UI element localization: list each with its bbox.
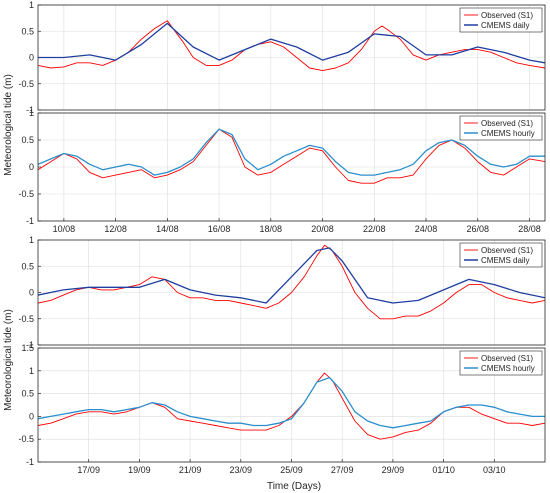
- x-tick-label: 27/09: [331, 465, 354, 475]
- legend: Observed (S1)CMEMS hourly: [459, 350, 543, 376]
- panel-4: -1 -0.5 0 0.5 1 1.5 17/09 19/09 21/09 23/09 25/09 2…: [18, 343, 546, 475]
- y-tick-label: 1: [29, 366, 34, 376]
- y-tick-label: 0.5: [21, 26, 34, 36]
- x-tick-label: 03/10: [483, 465, 506, 475]
- series-line-cmems: [38, 247, 545, 304]
- x-tick-label: 16/08: [208, 224, 231, 234]
- x-tick-label: 01/10: [432, 465, 455, 475]
- x-tick-label: 12/08: [104, 224, 127, 234]
- y-tick-label: -1: [26, 105, 34, 115]
- legend-label: CMEMS daily: [481, 256, 529, 265]
- y-tick-label: -1: [26, 216, 34, 226]
- axes-frame: [37, 112, 546, 222]
- x-tick-label: 29/09: [382, 465, 405, 475]
- x-tick-label: 28/08: [518, 224, 541, 234]
- x-axis-title: Time (Days): [267, 481, 321, 492]
- legend: Observed (S1)CMEMS daily: [459, 242, 543, 268]
- y-tick-label: 0: [29, 288, 34, 298]
- series-line-observed: [38, 128, 545, 184]
- legend: Observed (S1)CMEMS daily: [459, 7, 543, 33]
- y-tick-label: 1: [29, 108, 34, 118]
- y-tick-label: 1.5: [21, 343, 34, 353]
- y-tick-label: 0: [29, 53, 34, 63]
- y-tick-label: 1: [29, 235, 34, 245]
- legend-box: [459, 115, 543, 141]
- panel-1: -1 -0.5 0 0.5 1 Observed (S1)CMEMS daily: [18, 0, 546, 115]
- legend-label: Observed (S1): [481, 119, 533, 128]
- axes-frame: [37, 239, 546, 346]
- y-tick-label: -1: [26, 340, 34, 350]
- y-tick-label: 0.5: [21, 135, 34, 145]
- x-tick-label: 20/08: [311, 224, 334, 234]
- x-tick-label: 22/08: [363, 224, 386, 234]
- x-tick-label: 21/09: [179, 465, 202, 475]
- y-axis-title-top: Meteorological tide (m): [3, 74, 14, 176]
- legend-box: [459, 242, 543, 268]
- legend-label: CMEMS hourly: [481, 129, 535, 138]
- y-axis-title-bottom: Meteorological tide (m): [3, 309, 14, 411]
- y-tick-label: -0.5: [18, 314, 34, 324]
- x-tick-label: 17/09: [77, 465, 100, 475]
- x-tick-label: 18/08: [260, 224, 283, 234]
- legend-label: Observed (S1): [481, 11, 533, 20]
- x-tick-label: 19/09: [128, 465, 151, 475]
- legend-box: [459, 350, 543, 376]
- series-line-cmems: [38, 22, 545, 64]
- y-tick-label: -0.5: [18, 434, 34, 444]
- legend-label: CMEMS daily: [481, 21, 529, 30]
- panel-2: -1 -0.5 0 0.5 1 10/08 12/08 14/08 16/08 18/08 20/0…: [18, 108, 546, 234]
- x-tick-label: 24/08: [415, 224, 438, 234]
- x-tick-label: 25/09: [280, 465, 303, 475]
- y-tick-label: 1: [29, 0, 34, 10]
- x-tick-label: 14/08: [156, 224, 179, 234]
- legend-label: Observed (S1): [481, 354, 533, 363]
- x-tick-label: 10/08: [53, 224, 76, 234]
- panel-3: -1 -0.5 0 0.5 1 Observed (S1)CMEMS daily: [18, 235, 546, 350]
- series-line-cmems: [38, 128, 545, 176]
- x-tick-label: 26/08: [466, 224, 489, 234]
- legend: Observed (S1)CMEMS hourly: [459, 115, 543, 141]
- y-tick-label: -0.5: [18, 189, 34, 199]
- legend-box: [459, 7, 543, 33]
- y-tick-label: 0.5: [21, 261, 34, 271]
- legend-label: Observed (S1): [481, 246, 533, 255]
- axes-frame: [37, 347, 546, 463]
- y-tick-label: -1: [26, 457, 34, 467]
- y-tick-label: -0.5: [18, 79, 34, 89]
- x-tick-label: 23/09: [230, 465, 253, 475]
- legend-label: CMEMS hourly: [481, 364, 535, 373]
- y-tick-label: 0: [29, 411, 34, 421]
- axes-frame: [37, 4, 546, 111]
- series-line-cmems: [38, 376, 545, 429]
- y-tick-label: 0: [29, 162, 34, 172]
- y-tick-label: 0.5: [21, 389, 34, 399]
